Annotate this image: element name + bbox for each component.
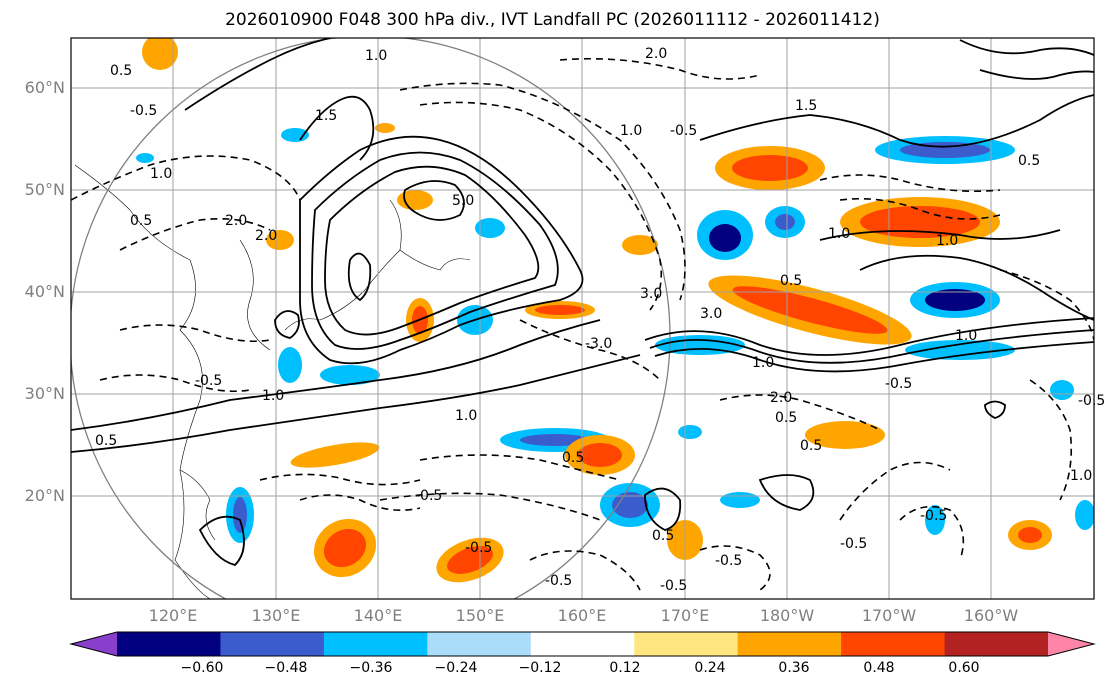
colorbar-cells (117, 632, 1049, 656)
contour-labels: 0.5 0.5 0.5 1.0 1.0 1.5 2.0 -0.5 -0.5 1.… (95, 46, 1105, 594)
lon-label-170w: 170°W (861, 606, 917, 625)
contour-label: 0.5 (652, 528, 674, 544)
lat-label-20n: 20°N (24, 486, 65, 505)
colorbar (69, 631, 1096, 657)
contour-label: 3.0 (640, 286, 662, 302)
colorbar-cell (737, 632, 842, 656)
contour-label: 1.0 (828, 226, 850, 242)
lon-label-180w: 180°W (759, 606, 815, 625)
colorbar-tick: −0.24 (434, 660, 478, 676)
contour-label: 2.0 (225, 213, 247, 229)
contour-label: 1.0 (620, 123, 642, 139)
contour-label: -0.5 (1078, 393, 1105, 409)
colorbar-cell (944, 632, 1049, 656)
colorbar-cell (530, 632, 635, 656)
contour-label: -0.5 (415, 488, 442, 504)
contour-label: 1.0 (1070, 468, 1092, 484)
contour-label: 1.0 (455, 408, 477, 424)
colorbar-cell (323, 632, 428, 656)
colorbar-cell (117, 632, 221, 656)
contour-label: 1.0 (955, 328, 977, 344)
contour-label: -0.5 (920, 508, 947, 524)
contour-label: -0.5 (465, 540, 492, 556)
contour-label: -0.5 (195, 373, 222, 389)
contour-label: 0.5 (95, 433, 117, 449)
contour-label: -0.5 (660, 578, 687, 594)
lon-label-130e: 130°E (251, 606, 301, 625)
colorbar-tick: −0.48 (264, 660, 308, 676)
colorbar-cell (427, 632, 532, 656)
contour-label: 0.5 (1018, 153, 1040, 169)
coastlines (74, 164, 471, 599)
chart-title: 2026010900 F048 300 hPa div., IVT Landfa… (225, 10, 880, 30)
lat-label-30n: 30°N (24, 384, 65, 403)
colorbar-tick: −0.12 (518, 660, 562, 676)
colorbar-cell (634, 632, 739, 656)
contour-label: 2.0 (255, 228, 277, 244)
contour-label: 1.0 (150, 166, 172, 182)
contour-label: 0.5 (110, 63, 132, 79)
contour-label: 0.5 (800, 438, 822, 454)
colorbar-tick: 0.36 (778, 660, 810, 676)
colorbar-tick: −0.60 (180, 660, 224, 676)
contour-label: 2.0 (770, 390, 792, 406)
lon-label-140e: 140°E (353, 606, 403, 625)
contour-label: 1.0 (262, 388, 284, 404)
contour-label: 0.5 (562, 450, 584, 466)
contour-label: 1.5 (315, 108, 337, 124)
contour-label: 0.5 (780, 273, 802, 289)
contour-label: 0.5 (775, 410, 797, 426)
lon-label-150e: 150°E (455, 606, 505, 625)
lon-label-120e: 120°E (148, 606, 198, 625)
positive-contours (71, 38, 1094, 566)
colorbar-tick: 0.48 (863, 660, 895, 676)
lon-label-170e: 170°E (660, 606, 710, 625)
lat-label-40n: 40°N (24, 282, 65, 301)
landfall-region-circle (71, 38, 671, 599)
contour-label: -0.5 (670, 123, 697, 139)
negative-contours (71, 57, 1094, 591)
colorbar-cell (841, 632, 946, 656)
contour-label: -0.5 (885, 376, 912, 392)
lon-label-160w: 160°W (963, 606, 1019, 625)
contour-label: 1.0 (936, 233, 958, 249)
colorbar-extend-high (1048, 632, 1094, 656)
contour-label: -0.5 (715, 553, 742, 569)
contour-label: -0.5 (840, 536, 867, 552)
contour-label: -0.5 (130, 103, 157, 119)
contour-label: -3.0 (585, 336, 612, 352)
colorbar-cell (220, 632, 325, 656)
contour-label: 3.0 (700, 306, 722, 322)
colorbar-tick: −0.36 (349, 660, 393, 676)
contour-label: 5.0 (452, 193, 474, 209)
contour-label: 2.0 (645, 46, 667, 62)
map-frame (70, 37, 1095, 600)
colorbar-tick: 0.24 (694, 660, 726, 676)
contour-label: 0.5 (130, 213, 152, 229)
contour-label: 1.0 (365, 48, 387, 64)
lon-label-160e: 160°E (557, 606, 607, 625)
contour-label: 1.5 (795, 98, 817, 114)
colorbar-tick: 0.60 (948, 660, 980, 676)
contour-label: 1.0 (752, 355, 774, 371)
lat-label-50n: 50°N (24, 180, 65, 199)
lat-label-60n: 60°N (24, 78, 65, 97)
contour-label: -0.5 (545, 573, 572, 589)
colorbar-tick: 0.12 (609, 660, 641, 676)
colorbar-extend-low (71, 632, 117, 656)
